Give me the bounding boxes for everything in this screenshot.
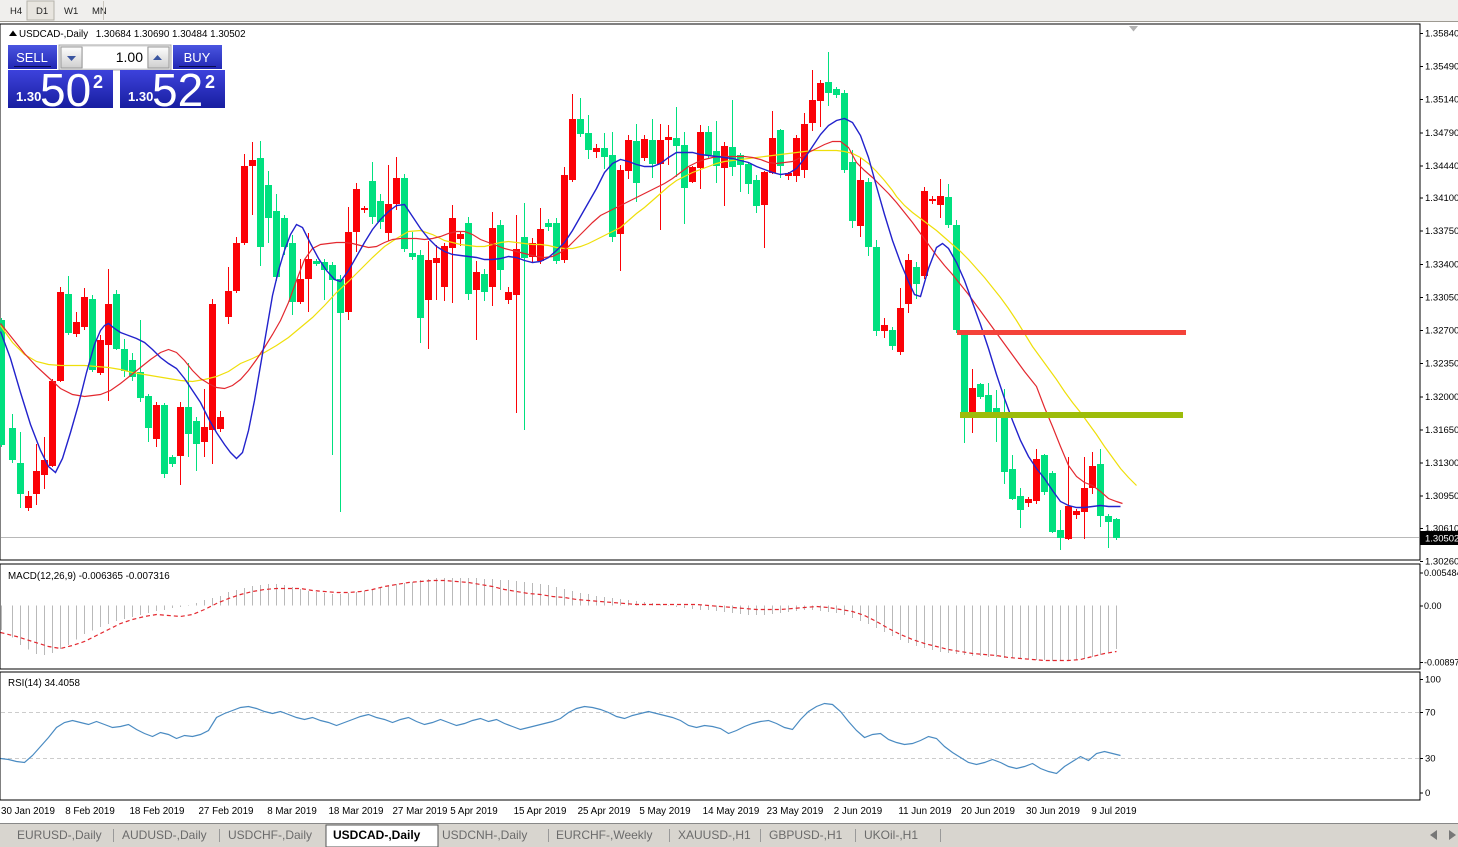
svg-text:1.33050: 1.33050 [1425,292,1458,303]
svg-text:2: 2 [205,72,215,92]
svg-text:9 Jul 2019: 9 Jul 2019 [1091,806,1136,817]
svg-text:25 Apr 2019: 25 Apr 2019 [578,806,631,817]
svg-text:30: 30 [1425,754,1436,765]
svg-text:5 May 2019: 5 May 2019 [639,806,690,817]
svg-text:EURUSD-,Daily: EURUSD-,Daily [17,828,102,842]
svg-text:5 Apr 2019: 5 Apr 2019 [450,806,497,817]
svg-text:AUDUSD-,Daily: AUDUSD-,Daily [122,828,207,842]
svg-text:1.30502: 1.30502 [1425,534,1458,545]
svg-text:1.33400: 1.33400 [1425,259,1458,270]
svg-text:USDCNH-,Daily: USDCNH-,Daily [442,828,527,842]
svg-text:GBPUSD-,H1: GBPUSD-,H1 [769,828,843,842]
svg-text:1.30: 1.30 [16,89,41,104]
svg-text:8 Feb 2019: 8 Feb 2019 [65,806,115,817]
svg-text:1.35840: 1.35840 [1425,29,1458,40]
svg-text:1.31300: 1.31300 [1425,458,1458,469]
svg-text:-0.00897: -0.00897 [1424,658,1458,668]
svg-text:8 Mar 2019: 8 Mar 2019 [267,806,317,817]
svg-text:0: 0 [1425,788,1430,799]
svg-text:52: 52 [152,64,203,116]
svg-text:1.34440: 1.34440 [1425,161,1458,172]
svg-text:USDCHF-,Daily: USDCHF-,Daily [228,828,312,842]
svg-text:1.00: 1.00 [116,49,143,65]
svg-text:BUY: BUY [184,50,211,65]
svg-text:0.00: 0.00 [1424,601,1442,611]
svg-text:20 Jun 2019: 20 Jun 2019 [961,806,1015,817]
svg-text:14 May 2019: 14 May 2019 [703,806,760,817]
svg-text:27 Mar 2019: 27 Mar 2019 [392,806,447,817]
svg-text:1.32350: 1.32350 [1425,359,1458,370]
svg-text:70: 70 [1425,708,1436,719]
svg-text:EURCHF-,Weekly: EURCHF-,Weekly [556,828,652,842]
svg-text:50: 50 [40,64,91,116]
svg-text:RSI(14) 34.4058: RSI(14) 34.4058 [8,678,80,689]
svg-text:UKOil-,H1: UKOil-,H1 [864,828,918,842]
svg-text:1.32700: 1.32700 [1425,326,1458,337]
svg-text:30 Jan 2019: 30 Jan 2019 [1,806,55,817]
svg-text:1.33750: 1.33750 [1425,226,1458,237]
svg-text:2 Jun 2019: 2 Jun 2019 [834,806,882,817]
svg-text:30 Jun 2019: 30 Jun 2019 [1026,806,1080,817]
svg-text:W1: W1 [64,6,78,17]
svg-text:11 Jun 2019: 11 Jun 2019 [898,806,951,817]
svg-text:15 Apr 2019: 15 Apr 2019 [514,806,567,817]
svg-text:18 Feb 2019: 18 Feb 2019 [129,806,184,817]
svg-text:1.35140: 1.35140 [1425,95,1458,106]
svg-text:1.35490: 1.35490 [1425,62,1458,73]
svg-text:100: 100 [1425,675,1441,686]
svg-text:23 May 2019: 23 May 2019 [767,806,824,817]
svg-text:D1: D1 [36,6,48,17]
svg-text:MN: MN [92,6,107,17]
svg-text:XAUUSD-,H1: XAUUSD-,H1 [678,828,751,842]
svg-text:27 Feb 2019: 27 Feb 2019 [198,806,253,817]
svg-text:SELL: SELL [16,50,48,65]
svg-text:MACD(12,26,9) -0.006365 -0.007: MACD(12,26,9) -0.006365 -0.007316 [8,571,170,582]
svg-text:USDCAD-,Daily: USDCAD-,Daily [333,828,421,842]
svg-text:H4: H4 [10,6,22,17]
svg-text:1.31650: 1.31650 [1425,425,1458,436]
svg-text:1.30: 1.30 [128,89,153,104]
svg-text:1.32000: 1.32000 [1425,392,1458,403]
svg-text:2: 2 [93,72,103,92]
svg-text:18 Mar 2019: 18 Mar 2019 [328,806,383,817]
svg-text:USDCAD-,Daily 1.30684 1.30690: USDCAD-,Daily 1.30684 1.30690 1.30484 1.… [19,29,246,40]
svg-text:1.34100: 1.34100 [1425,193,1458,204]
svg-text:1.30260: 1.30260 [1425,556,1458,567]
svg-text:1.34790: 1.34790 [1425,128,1458,139]
svg-text:1.30950: 1.30950 [1425,491,1458,502]
svg-text:1.30610: 1.30610 [1425,523,1458,534]
svg-text:0.005484: 0.005484 [1424,568,1458,578]
